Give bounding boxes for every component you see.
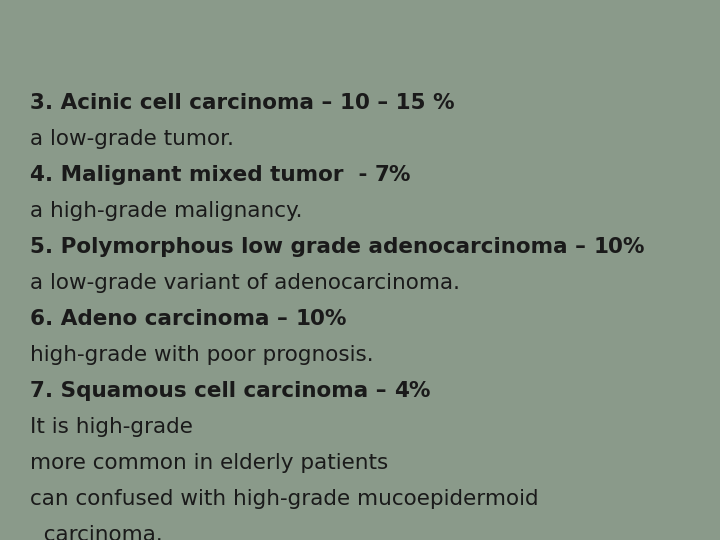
Text: 7. Squamous cell carcinoma –: 7. Squamous cell carcinoma – [30, 381, 394, 401]
Text: 10 – 15 %: 10 – 15 % [340, 93, 454, 113]
Text: 10%: 10% [295, 309, 346, 329]
Text: a high-grade malignancy.: a high-grade malignancy. [30, 201, 302, 221]
Text: 6. Adeno carcinoma –: 6. Adeno carcinoma – [30, 309, 295, 329]
Text: 4. Malignant mixed tumor  -: 4. Malignant mixed tumor - [30, 165, 375, 185]
Text: 3. Acinic cell carcinoma –: 3. Acinic cell carcinoma – [30, 93, 340, 113]
Text: It is high-grade: It is high-grade [30, 417, 193, 437]
Text: carcinoma.: carcinoma. [30, 525, 163, 540]
Text: can confused with high-grade mucoepidermoid: can confused with high-grade mucoepiderm… [30, 489, 539, 509]
Text: a low-grade tumor.: a low-grade tumor. [30, 129, 234, 149]
Text: more common in elderly patients: more common in elderly patients [30, 453, 388, 473]
Text: 4%: 4% [394, 381, 431, 401]
Text: a low-grade variant of adenocarcinoma.: a low-grade variant of adenocarcinoma. [30, 273, 460, 293]
Text: 7%: 7% [375, 165, 411, 185]
Text: high-grade with poor prognosis.: high-grade with poor prognosis. [30, 345, 374, 365]
Text: 10%: 10% [593, 237, 644, 257]
Text: 5. Polymorphous low grade adenocarcinoma –: 5. Polymorphous low grade adenocarcinoma… [30, 237, 593, 257]
